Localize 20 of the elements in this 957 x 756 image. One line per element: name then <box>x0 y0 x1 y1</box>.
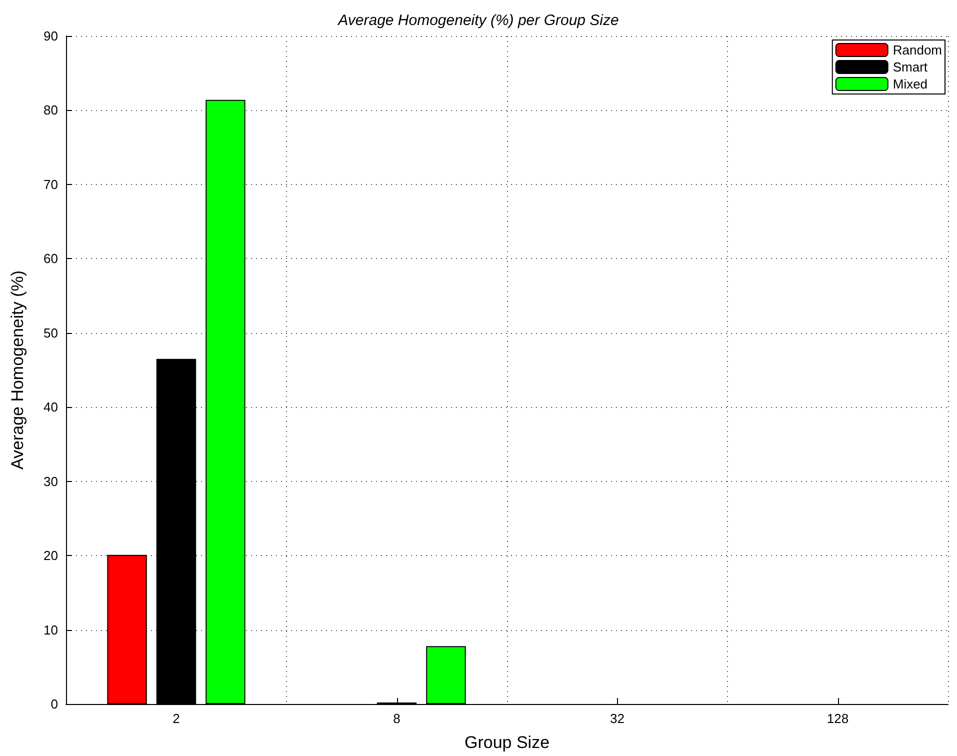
y-tick-label: 50 <box>44 325 58 340</box>
x-tick-label: 32 <box>610 711 624 726</box>
x-axis-title: Group Size <box>464 733 550 752</box>
legend-label: Mixed <box>892 76 928 92</box>
x-tick-label: 8 <box>393 711 400 726</box>
legend-label: Random <box>892 42 942 58</box>
y-tick-label: 10 <box>44 622 58 638</box>
y-tick-label: 20 <box>44 548 58 564</box>
y-tick-label: 60 <box>44 251 58 266</box>
y-tick-label: 0 <box>50 696 58 712</box>
y-tick-label: 40 <box>44 400 58 415</box>
y-tick-label: 30 <box>44 474 58 489</box>
y-tick-label: 90 <box>44 28 58 44</box>
chart-title: Average Homogeneity (%) per Group Size <box>337 12 619 29</box>
x-tick-label: 128 <box>826 711 849 726</box>
y-axis-title: Average Homogeneity (%) <box>8 270 27 470</box>
y-tick-label: 70 <box>44 176 58 192</box>
x-tick-label: 2 <box>172 711 180 726</box>
legend-label: Smart <box>892 60 928 74</box>
y-tick-label: 80 <box>44 102 58 118</box>
